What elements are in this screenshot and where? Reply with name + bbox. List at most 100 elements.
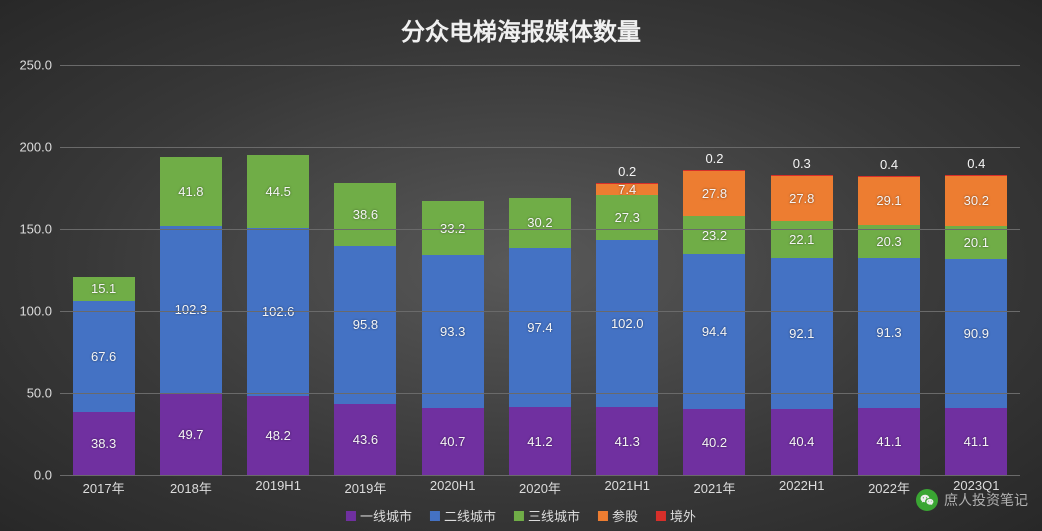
- bar-group: 41.1 90.9 20.1 30.2 0.4: [933, 65, 1020, 475]
- bar-segment-tier2: 95.8: [334, 246, 396, 403]
- bar-stack: 41.191.320.329.10.4: [858, 176, 920, 475]
- bar-group: 38.3 67.6 15.1: [60, 65, 147, 475]
- bar-segment-tier3: 15.1: [73, 277, 135, 302]
- legend-item-tier3: 三线城市: [514, 506, 580, 525]
- bar-stack: 48.2102.644.5: [247, 155, 309, 475]
- bar-segment-tier3: 41.8: [160, 157, 222, 226]
- bar-top-label: 0.2: [618, 164, 636, 179]
- x-axis: 2017年2018年2019H12019年2020H12020年2021H120…: [60, 478, 1020, 497]
- segment-value-label: 22.1: [789, 232, 814, 247]
- segment-value-label: 43.6: [353, 432, 378, 447]
- x-tick-label: 2017年: [60, 478, 147, 497]
- bar-segment-tier1: 40.7: [422, 408, 484, 475]
- bar-segment-tier2: 92.1: [771, 258, 833, 409]
- segment-value-label: 15.1: [91, 281, 116, 296]
- bar-segment-tier1: 38.3: [73, 412, 135, 475]
- legend-swatch: [346, 511, 356, 521]
- gridline: [60, 475, 1020, 476]
- bar-segment-tier2: 94.4: [683, 254, 745, 409]
- bar-top-label: 0.4: [880, 157, 898, 172]
- gridline: [60, 229, 1020, 230]
- bar-segment-tier1: 41.1: [858, 408, 920, 475]
- y-tick-label: 0.0: [34, 468, 52, 483]
- x-tick-label: 2019H1: [235, 478, 322, 497]
- segment-value-label: 20.1: [964, 235, 989, 250]
- legend-item-equity: 参股: [598, 506, 638, 525]
- y-tick-label: 200.0: [19, 140, 52, 155]
- bar-group: 41.191.320.329.10.4: [845, 65, 932, 475]
- bar-segment-tier2: 102.3: [160, 226, 222, 394]
- segment-value-label: 41.1: [876, 434, 901, 449]
- bar-segment-tier2: 91.3: [858, 258, 920, 408]
- bar-stack: 38.3 67.6 15.1: [73, 277, 135, 475]
- segment-value-label: 94.4: [702, 324, 727, 339]
- segment-value-label: 92.1: [789, 326, 814, 341]
- bars-row: 38.367.615.149.7102.341.848.2102.644.543…: [60, 65, 1020, 475]
- segment-value-label: 41.1: [964, 434, 989, 449]
- legend-label: 境外: [670, 506, 696, 525]
- segment-value-label: 7.4: [618, 182, 636, 197]
- legend-item-oversea: 境外: [656, 506, 696, 525]
- x-tick-label: 2021H1: [584, 478, 671, 497]
- bar-segment-oversea: [945, 175, 1007, 176]
- bar-top-label: 0.3: [793, 156, 811, 171]
- chart-title: 分众电梯海报媒体数量: [0, 0, 1042, 47]
- bar-segment-equity: 30.2: [945, 176, 1007, 226]
- segment-value-label: 44.5: [266, 184, 291, 199]
- bar-segment-tier2: 90.9: [945, 259, 1007, 408]
- chart-container: 分众电梯海报媒体数量 38.3 67.6 15.1 49.7 102.3 41.8 48.2…: [0, 0, 1042, 531]
- bar-segment-tier1: 49.7: [160, 394, 222, 476]
- segment-value-label: 93.3: [440, 324, 465, 339]
- bar-segment-tier1: 41.3: [596, 407, 658, 475]
- bar-segment-tier1: 48.2: [247, 396, 309, 475]
- segment-value-label: 102.0: [611, 316, 644, 331]
- segment-value-label: 27.8: [702, 186, 727, 201]
- segment-value-label: 90.9: [964, 326, 989, 341]
- bar-segment-tier3: 22.1: [771, 221, 833, 257]
- bar-group: 40.793.333.2: [409, 65, 496, 475]
- legend-swatch: [430, 511, 440, 521]
- x-tick-label: 2020年: [496, 478, 583, 497]
- bar-segment-tier1: 41.1: [945, 408, 1007, 475]
- legend-swatch: [656, 511, 666, 521]
- segment-value-label: 48.2: [266, 428, 291, 443]
- bar-group: 43.6 95.838.6: [322, 65, 409, 475]
- segment-value-label: 20.3: [876, 234, 901, 249]
- bar-group: 48.2102.644.5: [235, 65, 322, 475]
- y-tick-label: 150.0: [19, 222, 52, 237]
- x-tick-label: 2019年: [322, 478, 409, 497]
- bar-group: 41.297.430.2: [496, 65, 583, 475]
- bar-group: 40.492.122.127.80.3: [758, 65, 845, 475]
- y-tick-label: 50.0: [27, 386, 52, 401]
- segment-value-label: 27.3: [615, 210, 640, 225]
- bar-top-label: 0.4: [967, 156, 985, 171]
- legend-swatch: [598, 511, 608, 521]
- segment-value-label: 40.2: [702, 435, 727, 450]
- y-tick-label: 250.0: [19, 58, 52, 73]
- bar-stack: 40.294.423.227.80.2: [683, 170, 745, 475]
- segment-value-label: 30.2: [964, 193, 989, 208]
- bar-segment-tier3: 23.2: [683, 216, 745, 254]
- bar-group: 49.7 102.3 41.8: [147, 65, 234, 475]
- bar-segment-tier3: 38.6: [334, 183, 396, 246]
- bar-group: 41.3 102.0 27.3 7.4 0.2: [584, 65, 671, 475]
- bar-segment-tier2: 67.6: [73, 301, 135, 412]
- legend-item-tier2: 二线城市: [430, 506, 496, 525]
- bar-segment-oversea: [858, 176, 920, 177]
- segment-value-label: 102.3: [175, 302, 208, 317]
- bar-segment-equity: 7.4: [596, 183, 658, 195]
- wechat-icon: [916, 489, 938, 511]
- bar-segment-tier2: 102.0: [596, 240, 658, 407]
- gridline: [60, 311, 1020, 312]
- segment-value-label: 41.8: [178, 184, 203, 199]
- gridline: [60, 147, 1020, 148]
- bar-stack: 41.3102.027.37.40.2: [596, 183, 658, 475]
- bar-stack: 41.190.920.130.20.4: [945, 175, 1007, 475]
- bar-stack: 41.297.430.2: [509, 198, 571, 475]
- bar-segment-tier1: 40.4: [771, 409, 833, 475]
- segment-value-label: 67.6: [91, 349, 116, 364]
- bar-segment-tier1: 41.2: [509, 407, 571, 475]
- watermark: 庶人投资笔记: [916, 489, 1028, 511]
- bar-top-label: 0.2: [705, 151, 723, 166]
- gridline: [60, 393, 1020, 394]
